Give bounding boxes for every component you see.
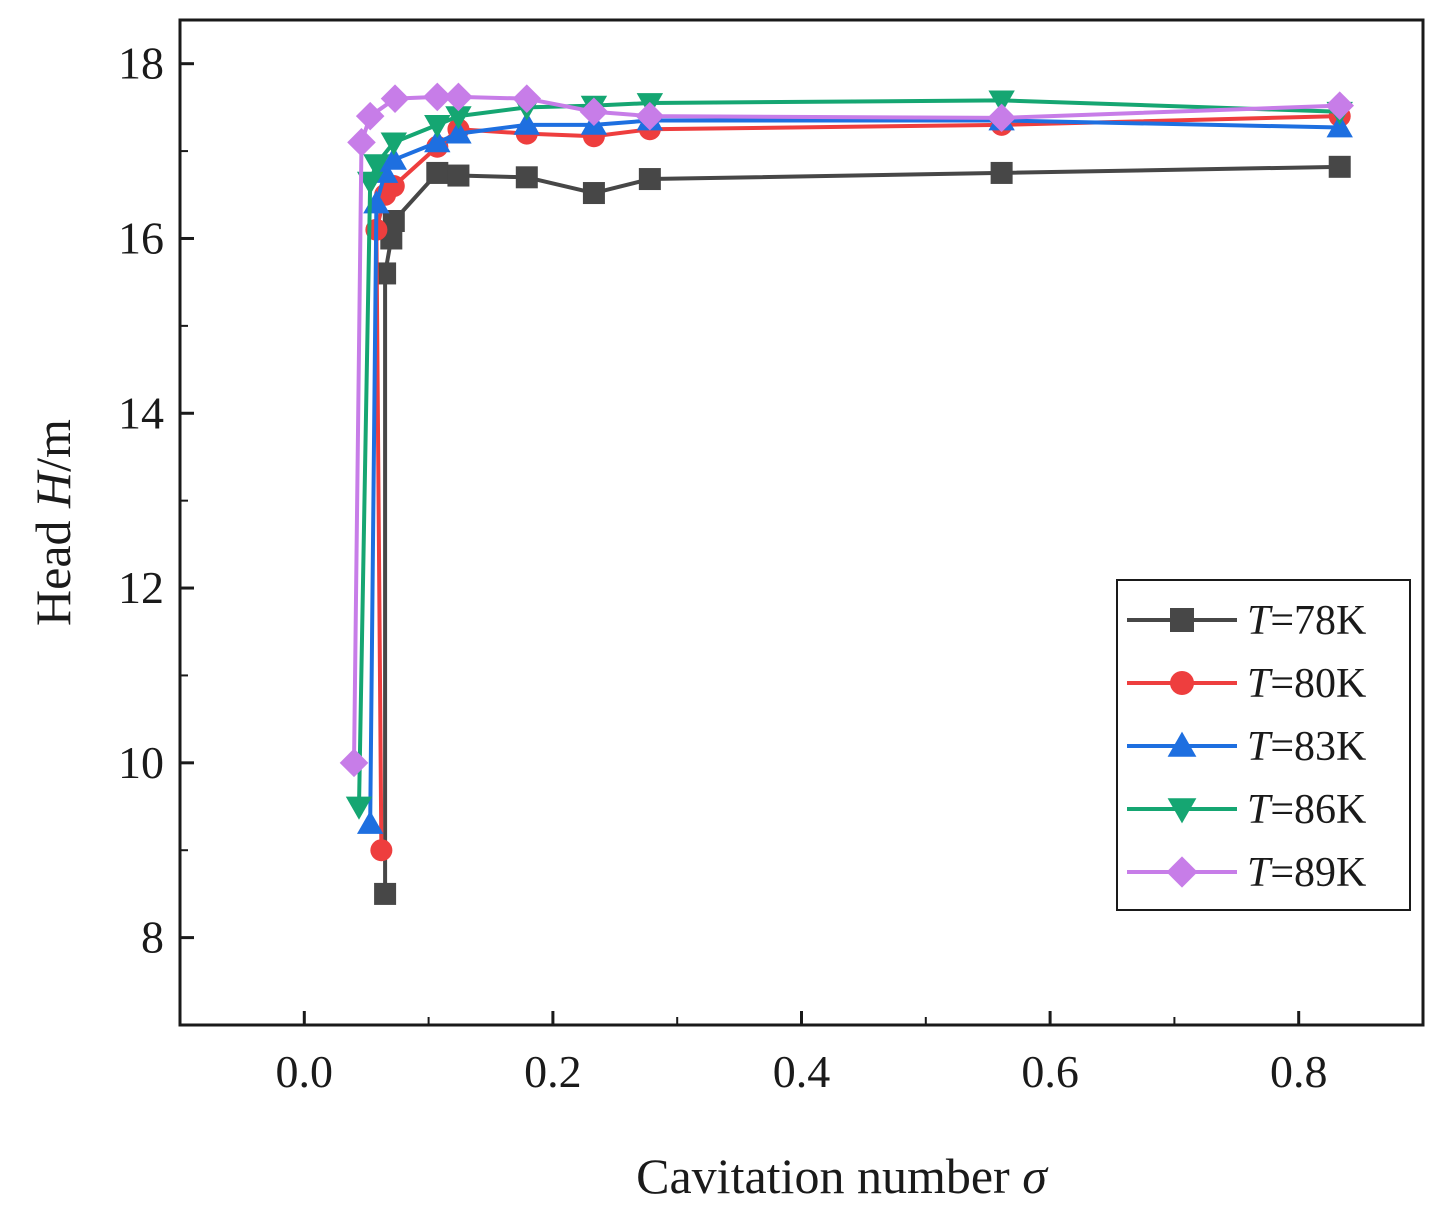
data-point: [582, 182, 605, 205]
legend-label-value: =83K: [1270, 724, 1366, 770]
x-axis-label-symbol: σ: [1022, 1148, 1049, 1204]
data-point: [988, 90, 1015, 114]
data-point: [515, 166, 538, 189]
data-point: [512, 84, 542, 113]
legend-label-var: T: [1247, 661, 1273, 707]
data-point: [987, 103, 1016, 133]
legend-label: T=86K: [1247, 787, 1366, 833]
data-point: [380, 146, 407, 170]
x-axis-label: Cavitation number σ: [636, 1148, 1049, 1204]
data-point: [1170, 608, 1194, 632]
y-axis-label: Head H/m: [25, 419, 81, 626]
y-axis-label-unit: /m: [25, 419, 81, 472]
data-point: [1326, 114, 1353, 138]
data-point: [638, 168, 661, 191]
y-tick-label: 16: [118, 212, 164, 263]
y-tick-label: 18: [118, 38, 164, 89]
data-point: [355, 101, 385, 131]
y-tick-label: 8: [141, 912, 164, 963]
data-point: [990, 161, 1013, 184]
series-layer: [339, 82, 1355, 905]
y-tick-label: 10: [118, 737, 164, 788]
data-point: [426, 161, 449, 184]
x-axis: 0.0 0.2 0.4 0.6 0.8: [276, 1011, 1328, 1097]
y-tick-label: 12: [118, 562, 164, 613]
data-point: [1167, 798, 1197, 824]
x-tick-label: 0.8: [1270, 1046, 1328, 1097]
y-axis-label-symbol: H: [25, 469, 81, 509]
legend-label: T=83K: [1247, 724, 1366, 770]
data-point: [374, 882, 397, 905]
data-point: [356, 171, 384, 195]
x-tick-label: 0.6: [1021, 1046, 1079, 1097]
data-point: [339, 748, 369, 778]
legend-label: T=80K: [1247, 661, 1366, 707]
legend-label: T=78K: [1247, 598, 1366, 644]
x-axis-label-text: Cavitation number: [636, 1148, 1022, 1204]
legend-item: T=78K: [1127, 598, 1366, 644]
y-tick-label: 14: [118, 387, 164, 438]
data-point: [370, 839, 393, 862]
legend-label-var: T: [1247, 850, 1273, 896]
data-point: [513, 111, 540, 135]
x-tick-label: 0.4: [773, 1046, 831, 1097]
data-point: [445, 106, 472, 130]
legend-label-var: T: [1247, 787, 1273, 833]
data-point: [380, 132, 407, 156]
data-point: [356, 810, 384, 834]
data-point: [1166, 856, 1198, 888]
legend-label-value: =78K: [1270, 598, 1366, 644]
data-point: [1325, 91, 1355, 120]
data-point: [579, 97, 609, 127]
legend-label: T=89K: [1247, 850, 1366, 896]
data-point: [1167, 731, 1197, 757]
legend-label-var: T: [1247, 598, 1273, 644]
data-point: [374, 262, 397, 285]
legend-item: T=80K: [1127, 661, 1366, 707]
data-point: [424, 129, 451, 153]
data-point: [1328, 155, 1351, 178]
legend-label-value: =89K: [1270, 850, 1366, 896]
legend-item: T=89K: [1127, 850, 1366, 896]
data-point: [1170, 671, 1194, 695]
y-axis-label-text: Head: [25, 508, 81, 626]
data-point: [447, 164, 470, 187]
y-axis: 8 10 12 14 16 18: [118, 38, 194, 963]
legend-label-value: =86K: [1270, 787, 1366, 833]
data-point: [345, 796, 373, 820]
data-point: [380, 84, 410, 113]
x-tick-label: 0.0: [276, 1046, 334, 1097]
series-78k: [374, 155, 1351, 905]
data-point: [635, 101, 665, 131]
data-point: [382, 210, 405, 232]
legend-label-value: =80K: [1270, 661, 1366, 707]
x-tick-label: 0.2: [524, 1046, 582, 1097]
legend-item: T=83K: [1127, 724, 1366, 770]
data-point: [347, 128, 376, 157]
series-89k: [339, 82, 1355, 778]
legend-label-var: T: [1247, 724, 1273, 770]
legend-item: T=86K: [1127, 787, 1366, 833]
data-point: [445, 120, 472, 144]
data-point: [363, 154, 390, 178]
data-point: [424, 114, 451, 139]
data-point: [423, 82, 452, 112]
data-point: [444, 82, 473, 112]
